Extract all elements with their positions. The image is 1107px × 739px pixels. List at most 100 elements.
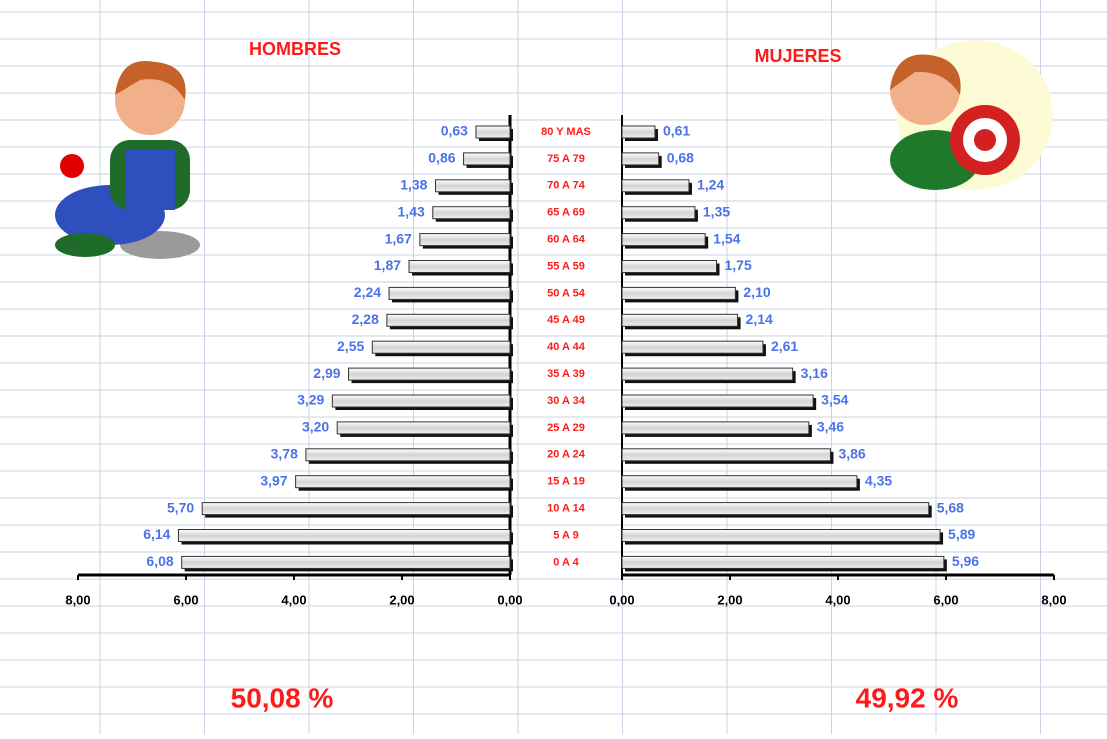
bar xyxy=(305,448,511,462)
value-label: 6,08 xyxy=(146,553,173,569)
bar xyxy=(621,152,660,166)
bar xyxy=(621,206,696,220)
bar xyxy=(621,125,656,139)
category-label: 0 A 4 xyxy=(553,556,579,568)
bar xyxy=(621,260,717,273)
bar xyxy=(388,286,511,300)
category-label: 45 A 49 xyxy=(547,314,585,326)
value-label: 1,75 xyxy=(725,257,752,273)
bar xyxy=(177,529,511,542)
value-label: 0,63 xyxy=(441,123,468,139)
value-label: 0,86 xyxy=(428,150,455,166)
value-label: 1,24 xyxy=(697,177,724,193)
value-label: 3,97 xyxy=(260,472,287,488)
bar xyxy=(621,421,810,435)
value-label: 1,35 xyxy=(703,203,730,219)
bar xyxy=(386,313,511,327)
bar xyxy=(621,529,941,542)
bar xyxy=(621,555,945,569)
bar xyxy=(621,448,831,462)
category-label: 30 A 34 xyxy=(547,395,586,407)
category-label: 55 A 59 xyxy=(547,260,585,272)
category-label: 50 A 54 xyxy=(547,287,586,299)
bar xyxy=(621,475,858,489)
value-label: 5,89 xyxy=(948,526,975,542)
x-tick-label: 8,00 xyxy=(1041,592,1066,607)
series-title: MUJERES xyxy=(754,46,841,66)
category-label: 60 A 64 xyxy=(547,234,586,246)
value-label: 1,38 xyxy=(400,177,427,193)
value-label: 1,67 xyxy=(385,230,412,246)
bar xyxy=(621,179,690,193)
category-label: 80 Y MAS xyxy=(541,126,591,138)
value-label: 3,54 xyxy=(821,392,848,408)
value-label: 1,87 xyxy=(374,257,401,273)
bar xyxy=(621,367,794,381)
value-label: 6,14 xyxy=(143,526,170,542)
series-title: HOMBRES xyxy=(249,39,341,59)
x-tick-label: 8,00 xyxy=(65,592,90,607)
x-tick-label: 4,00 xyxy=(825,592,850,607)
value-label: 2,24 xyxy=(354,284,381,300)
category-label: 40 A 44 xyxy=(547,341,586,353)
bar xyxy=(621,233,706,247)
x-tick-label: 4,00 xyxy=(281,592,306,607)
category-label: 65 A 69 xyxy=(547,207,585,219)
bar xyxy=(621,313,739,327)
category-label: 35 A 39 xyxy=(547,368,585,380)
value-label: 2,10 xyxy=(743,284,770,300)
bar xyxy=(348,367,511,381)
bar xyxy=(295,475,511,489)
bar xyxy=(419,233,511,247)
value-label: 2,28 xyxy=(352,311,379,327)
value-label: 3,46 xyxy=(817,419,844,435)
bar xyxy=(621,502,930,516)
value-label: 1,43 xyxy=(398,203,425,219)
category-label: 15 A 19 xyxy=(547,476,585,488)
value-label: 5,68 xyxy=(937,499,964,515)
x-tick-label: 2,00 xyxy=(389,592,414,607)
value-label: 2,55 xyxy=(337,338,364,354)
value-label: 5,96 xyxy=(952,553,979,569)
bar xyxy=(434,179,511,193)
bar xyxy=(621,394,814,408)
boy-figure xyxy=(55,60,200,259)
x-tick-label: 6,00 xyxy=(173,592,198,607)
value-label: 1,54 xyxy=(713,230,740,246)
value-label: 4,35 xyxy=(865,472,892,488)
value-label: 5,70 xyxy=(167,499,194,515)
value-label: 2,14 xyxy=(746,311,773,327)
bar xyxy=(331,394,511,408)
value-label: 0,68 xyxy=(667,150,694,166)
x-tick-label: 6,00 xyxy=(933,592,958,607)
bar xyxy=(432,206,511,220)
value-label: 3,29 xyxy=(297,392,324,408)
bar xyxy=(621,286,736,300)
category-label: 5 A 9 xyxy=(553,529,578,541)
category-label: 20 A 24 xyxy=(547,449,586,461)
value-label: 3,16 xyxy=(801,365,828,381)
bar xyxy=(371,340,511,354)
category-label: 70 A 74 xyxy=(547,180,586,192)
bar xyxy=(201,502,511,516)
value-label: 2,99 xyxy=(313,365,340,381)
value-label: 3,20 xyxy=(302,419,329,435)
bar xyxy=(181,555,511,569)
x-tick-label: 0,00 xyxy=(609,592,634,607)
total-label: 49,92 % xyxy=(856,682,959,713)
value-label: 0,61 xyxy=(663,123,690,139)
total-label: 50,08 % xyxy=(231,682,334,713)
category-label: 10 A 14 xyxy=(547,503,586,515)
bar xyxy=(475,125,511,139)
girl-figure xyxy=(890,40,1053,190)
plot: 0,00 0,00 2,00 2,00 4,00 4,00 6,00 6,00 8,00 8,00… xyxy=(65,39,1066,714)
bar xyxy=(621,340,764,354)
bar xyxy=(408,260,511,273)
category-label: 25 A 29 xyxy=(547,422,585,434)
value-label: 2,61 xyxy=(771,338,798,354)
x-tick-label: 0,00 xyxy=(497,592,522,607)
value-label: 3,86 xyxy=(838,446,865,462)
bar xyxy=(463,152,511,166)
x-tick-label: 2,00 xyxy=(717,592,742,607)
